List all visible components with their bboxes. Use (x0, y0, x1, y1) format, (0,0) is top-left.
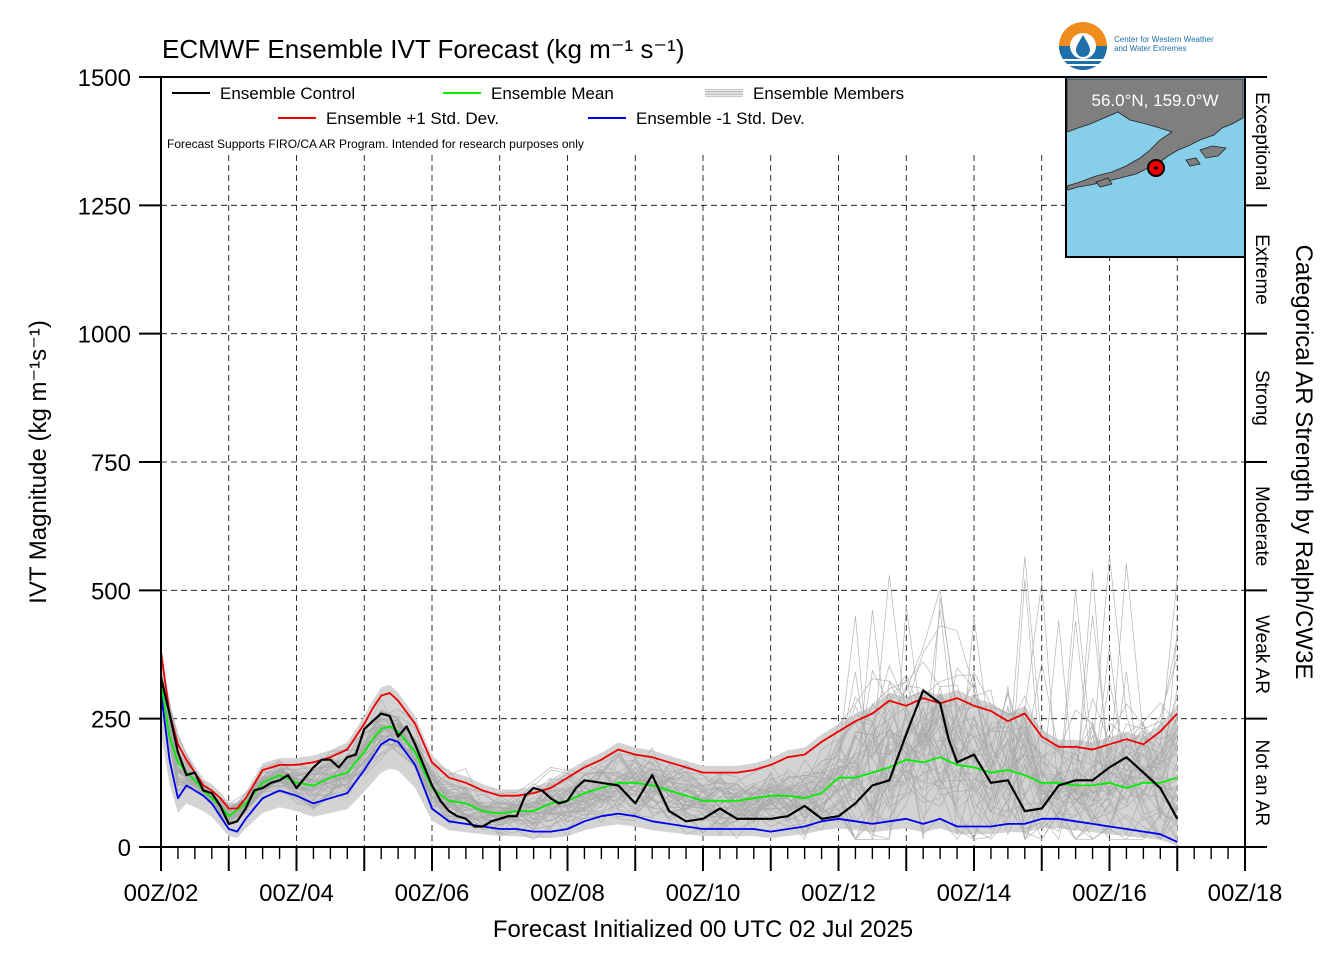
plus-std-line (160, 651, 1178, 810)
ar-category-labels: Not an AR Weak AR Moderate Strong Extreme Exc… (1251, 92, 1272, 826)
ensemble-member-line (160, 581, 1178, 840)
ar-category-label: Weak AR (1251, 615, 1272, 694)
ar-category-label: Strong (1251, 370, 1272, 426)
minus-std-line (160, 692, 1178, 843)
x-tick-label: 00Z/02 (124, 880, 199, 907)
y-tick-label: 0 (118, 835, 131, 862)
plot-frame (160, 76, 1246, 848)
right-axis-label: Categorical AR Strength by Ralph/CW3E (1290, 245, 1317, 680)
inset-location-label: 56.0°N, 159.0°W (1092, 91, 1219, 110)
ensemble-member-line (160, 682, 1178, 840)
spread-area (161, 642, 1178, 846)
legend-label: Ensemble Mean (491, 84, 614, 103)
ensemble-member-line (160, 579, 1178, 823)
ensemble-member-line (160, 669, 1178, 831)
y-tick-labels: 0 250 500 750 1000 1250 1500 (78, 65, 131, 862)
y-tick-label: 1000 (78, 322, 131, 349)
ensemble-member-line (160, 683, 1178, 841)
ar-category-label: Not an AR (1251, 740, 1272, 827)
chart-title: ECMWF Ensemble IVT Forecast (kg m⁻¹ s⁻¹) (162, 34, 684, 64)
y-tick-label: 250 (91, 707, 131, 734)
ar-category-label: Moderate (1251, 486, 1272, 566)
ensemble-member-line (160, 615, 1178, 841)
mean-line (160, 682, 1178, 818)
ar-category-label: Extreme (1251, 234, 1272, 305)
ar-category-label: Exceptional (1251, 92, 1272, 190)
legend-label: Ensemble -1 Std. Dev. (636, 109, 805, 128)
x-tick-label: 00Z/12 (801, 880, 876, 907)
series-lines (159, 651, 1179, 843)
ensemble-member-line (160, 685, 1178, 834)
logo-line2: and Water Extremes (1114, 44, 1187, 53)
x-tick-label: 00Z/04 (259, 880, 334, 907)
y-tick-label: 500 (91, 578, 131, 605)
x-tick-label: 00Z/08 (530, 880, 605, 907)
ensemble-member-line (160, 683, 1178, 841)
x-tick-label: 00Z/18 (1208, 880, 1283, 907)
y-axis-label: IVT Magnitude (kg m⁻¹s⁻¹) (25, 320, 52, 604)
legend-label: Ensemble +1 Std. Dev. (326, 109, 499, 128)
y-tick-label: 1250 (78, 193, 131, 220)
legend: Ensemble Control Ensemble Mean Ensemble Me… (172, 84, 904, 128)
ensemble-member-line (160, 606, 1178, 840)
x-tick-label: 00Z/16 (1072, 880, 1147, 907)
member-spread-band (161, 642, 1178, 846)
x-axis-label: Forecast Initialized 00 UTC 02 Jul 2025 (493, 916, 913, 943)
ensemble-member-line (160, 589, 1178, 822)
x-tick-label: 00Z/10 (666, 880, 741, 907)
grid-lines (161, 155, 1245, 847)
y-tick-label: 1500 (78, 65, 131, 92)
ensemble-member-line (160, 614, 1178, 840)
inset-map: 56.0°N, 159.0°W (1065, 76, 1246, 258)
ensemble-member-line (160, 677, 1178, 840)
logo-line1: Center for Western Weather (1114, 35, 1214, 44)
legend-label: Ensemble Control (220, 84, 355, 103)
water-drop-icon (1076, 35, 1090, 57)
axes (139, 76, 1267, 871)
research-note: Forecast Supports FIRO/CA AR Program. In… (167, 137, 584, 151)
y-tick-label: 750 (91, 450, 131, 477)
x-tick-label: 00Z/14 (937, 880, 1012, 907)
ensemble-member-line (160, 625, 1178, 818)
control-line (159, 677, 1179, 828)
alaska-land (1066, 78, 1244, 191)
ensemble-member-lines (160, 555, 1178, 841)
cw3e-logo: Center for Western Weather and Water Ext… (1059, 22, 1214, 70)
legend-label: Ensemble Members (753, 84, 904, 103)
x-tick-label: 00Z/06 (395, 880, 470, 907)
x-tick-labels: 00Z/02 00Z/04 00Z/06 00Z/08 00Z/10 00Z/12 00Z/… (124, 880, 1283, 907)
